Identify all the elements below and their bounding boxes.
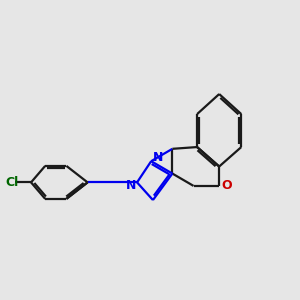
Text: N: N (152, 151, 163, 164)
Text: Cl: Cl (6, 176, 19, 189)
Text: N: N (125, 179, 136, 192)
Text: O: O (221, 179, 232, 192)
